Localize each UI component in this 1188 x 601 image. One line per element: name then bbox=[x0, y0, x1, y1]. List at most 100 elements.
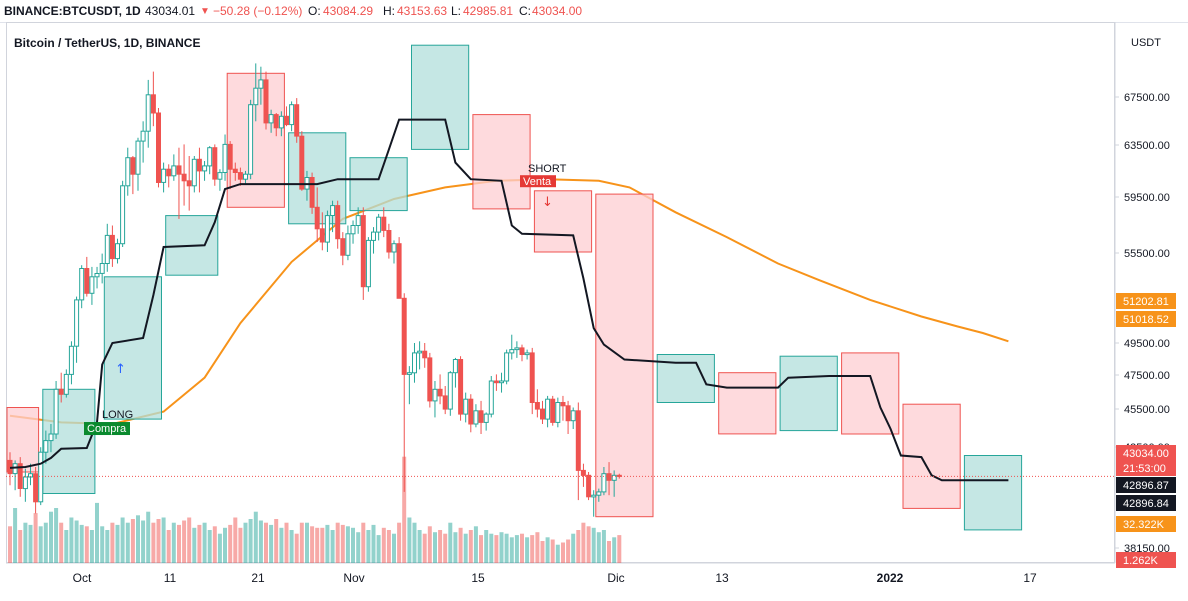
candle[interactable] bbox=[371, 227, 376, 254]
candle[interactable] bbox=[386, 223, 392, 259]
candle[interactable] bbox=[207, 146, 213, 175]
candle[interactable] bbox=[534, 389, 540, 418]
candle[interactable] bbox=[104, 223, 110, 272]
candle[interactable] bbox=[406, 366, 412, 405]
candle[interactable] bbox=[33, 467, 39, 514]
candle[interactable] bbox=[560, 395, 566, 421]
candle[interactable] bbox=[12, 460, 18, 491]
candle[interactable] bbox=[324, 210, 330, 252]
candle[interactable] bbox=[237, 167, 243, 186]
candle[interactable] bbox=[38, 447, 44, 506]
candle[interactable] bbox=[345, 225, 351, 261]
candle[interactable] bbox=[447, 371, 453, 416]
candle[interactable] bbox=[289, 101, 295, 132]
candle[interactable] bbox=[488, 376, 494, 418]
candle[interactable] bbox=[191, 156, 197, 193]
candle[interactable] bbox=[63, 369, 69, 398]
candle[interactable] bbox=[458, 356, 464, 421]
candle[interactable] bbox=[99, 253, 105, 284]
candle[interactable] bbox=[540, 400, 545, 424]
candle[interactable] bbox=[232, 162, 238, 181]
candle[interactable] bbox=[504, 349, 510, 385]
candle[interactable] bbox=[611, 470, 617, 497]
candle[interactable] bbox=[171, 154, 177, 181]
candle[interactable] bbox=[319, 212, 325, 251]
candle[interactable] bbox=[278, 111, 284, 137]
candle[interactable] bbox=[68, 341, 74, 385]
candle[interactable] bbox=[299, 131, 305, 191]
candle[interactable] bbox=[545, 395, 551, 428]
candle[interactable] bbox=[401, 293, 407, 492]
candle[interactable] bbox=[181, 144, 187, 206]
candle[interactable] bbox=[115, 238, 120, 264]
candle[interactable] bbox=[499, 372, 504, 393]
candle[interactable] bbox=[58, 372, 64, 403]
candle[interactable] bbox=[53, 381, 59, 439]
candle[interactable] bbox=[130, 156, 136, 195]
candle[interactable] bbox=[483, 412, 489, 431]
candle[interactable] bbox=[258, 66, 264, 105]
candle[interactable] bbox=[509, 334, 515, 360]
candle[interactable] bbox=[360, 207, 366, 300]
candle[interactable] bbox=[575, 402, 581, 501]
candle[interactable] bbox=[550, 395, 556, 426]
candle[interactable] bbox=[452, 357, 458, 388]
candle[interactable] bbox=[79, 265, 85, 309]
candle[interactable] bbox=[74, 296, 80, 363]
candle[interactable] bbox=[140, 121, 146, 163]
candle[interactable] bbox=[616, 473, 622, 479]
candle[interactable] bbox=[28, 463, 33, 486]
candle[interactable] bbox=[248, 99, 254, 180]
candle[interactable] bbox=[412, 343, 417, 383]
candle[interactable] bbox=[422, 343, 428, 368]
candle[interactable] bbox=[125, 147, 131, 196]
candle[interactable] bbox=[166, 164, 172, 188]
candle[interactable] bbox=[268, 109, 274, 133]
candle[interactable] bbox=[150, 71, 156, 127]
candle[interactable] bbox=[437, 374, 443, 405]
candle[interactable] bbox=[340, 232, 346, 266]
candle[interactable] bbox=[350, 220, 356, 244]
candle[interactable] bbox=[222, 134, 228, 181]
candle[interactable] bbox=[335, 200, 341, 249]
candle[interactable] bbox=[273, 113, 279, 137]
candle[interactable] bbox=[493, 374, 499, 391]
candle[interactable] bbox=[145, 79, 151, 148]
candle[interactable] bbox=[514, 341, 520, 358]
candle[interactable] bbox=[284, 106, 289, 127]
candle[interactable] bbox=[519, 344, 525, 362]
candle[interactable] bbox=[263, 71, 269, 130]
candle[interactable] bbox=[196, 147, 202, 193]
candle[interactable] bbox=[529, 347, 535, 415]
candle[interactable] bbox=[396, 237, 402, 299]
candle[interactable] bbox=[94, 266, 100, 289]
candle[interactable] bbox=[43, 430, 49, 464]
candle[interactable] bbox=[596, 488, 602, 502]
candle[interactable] bbox=[417, 341, 423, 370]
symbol-label[interactable]: BINANCE:BTCUSDT, 1D bbox=[4, 4, 141, 18]
candle[interactable] bbox=[202, 161, 208, 181]
candle[interactable] bbox=[22, 468, 28, 502]
currency-label[interactable]: USDT bbox=[1131, 37, 1161, 49]
candle[interactable] bbox=[381, 207, 387, 238]
candle[interactable] bbox=[478, 400, 484, 434]
candle[interactable] bbox=[253, 63, 259, 122]
candle[interactable] bbox=[212, 144, 218, 186]
candle[interactable] bbox=[355, 207, 361, 234]
candle[interactable] bbox=[468, 394, 474, 433]
candle[interactable] bbox=[391, 240, 397, 264]
candle[interactable] bbox=[227, 141, 233, 190]
candle[interactable] bbox=[365, 237, 371, 292]
candle[interactable] bbox=[314, 187, 320, 242]
candle[interactable] bbox=[606, 462, 612, 496]
candle[interactable] bbox=[330, 200, 336, 233]
candle[interactable] bbox=[89, 266, 95, 305]
candle[interactable] bbox=[427, 352, 433, 408]
candle[interactable] bbox=[432, 381, 438, 418]
candle[interactable] bbox=[135, 137, 141, 191]
buy-signal-tag[interactable] bbox=[84, 422, 130, 436]
candle[interactable] bbox=[580, 463, 586, 487]
candle[interactable] bbox=[217, 169, 223, 191]
candle[interactable] bbox=[591, 490, 597, 517]
